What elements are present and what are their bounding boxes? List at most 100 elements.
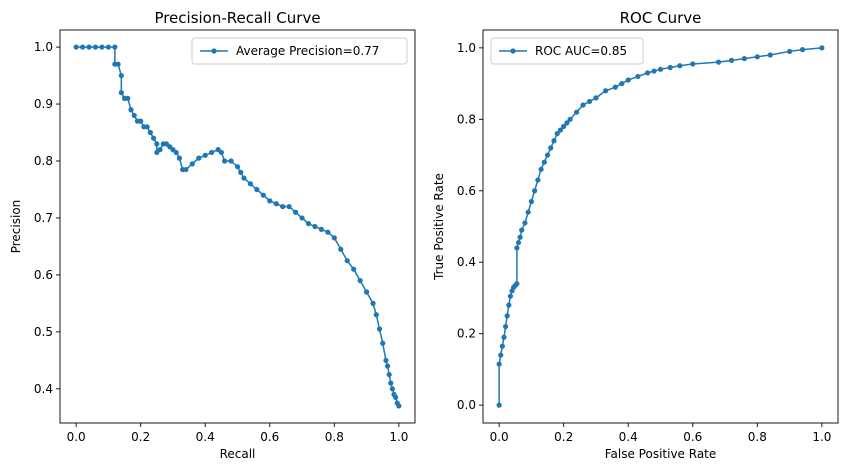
legend-label: ROC AUC=0.85 — [535, 44, 627, 58]
data-point — [548, 145, 554, 151]
data-point — [396, 403, 402, 409]
data-point — [528, 198, 535, 205]
y-tick-label: 0.9 — [34, 97, 53, 111]
data-point — [112, 44, 118, 50]
data-point — [690, 61, 696, 67]
data-point — [189, 161, 195, 167]
data-point — [196, 155, 202, 161]
legend: Average Precision=0.77 — [191, 37, 408, 65]
y-tick-label: 0.6 — [34, 268, 53, 282]
data-point — [635, 73, 641, 80]
data-point — [496, 361, 502, 367]
data-point — [99, 44, 105, 50]
data-point — [241, 175, 247, 181]
y-tick-label: 0.8 — [34, 154, 53, 168]
y-tick-label: 0.2 — [457, 327, 476, 341]
x-tick-label: 0.8 — [325, 430, 344, 444]
data-point — [515, 239, 522, 246]
legend: ROC AUC=0.85 — [490, 37, 644, 65]
data-point — [586, 98, 593, 105]
data-point — [176, 155, 183, 161]
y-tick-label: 0.5 — [34, 325, 53, 339]
data-point — [522, 220, 528, 226]
x-tick-label: 0.4 — [196, 430, 215, 444]
data-point — [115, 61, 121, 67]
data-point — [519, 227, 525, 233]
x-axis-label: Recall — [220, 447, 256, 461]
data-point — [150, 135, 157, 141]
legend-label: Average Precision=0.77 — [236, 44, 379, 58]
data-point — [228, 158, 234, 164]
data-point — [388, 380, 394, 386]
data-point — [603, 88, 609, 94]
data-point — [612, 84, 618, 90]
plot-frame — [482, 29, 839, 424]
y-tick-label: 1.0 — [34, 40, 53, 54]
data-point — [234, 164, 241, 170]
data-point — [677, 63, 683, 69]
data-point — [312, 223, 318, 230]
data-point — [299, 215, 305, 221]
data-point — [767, 52, 773, 58]
x-tick-label: 0.8 — [748, 430, 767, 444]
data-point — [564, 120, 570, 126]
data-point — [532, 188, 538, 194]
data-point — [376, 326, 383, 332]
data-point — [504, 313, 510, 319]
data-point — [819, 45, 825, 51]
data-point — [86, 44, 92, 50]
x-tick-label: 1.0 — [389, 430, 408, 444]
data-point — [221, 158, 228, 164]
data-point — [651, 68, 657, 74]
data-point — [292, 209, 299, 215]
data-point — [514, 245, 520, 251]
data-point — [580, 102, 586, 108]
data-point — [496, 402, 502, 408]
y-tick-label: 0.4 — [34, 382, 53, 396]
data-point — [247, 181, 254, 187]
data-point — [499, 343, 505, 349]
legend-box — [191, 37, 408, 65]
data-point — [799, 47, 806, 53]
data-point — [567, 116, 573, 122]
data-point — [741, 55, 748, 62]
data-point — [218, 149, 224, 156]
data-point — [715, 59, 722, 65]
data-point — [544, 152, 551, 158]
data-point — [105, 44, 112, 50]
data-point — [73, 44, 79, 50]
data-point — [286, 203, 292, 210]
data-point — [393, 394, 399, 400]
data-point — [331, 235, 337, 241]
data-point — [554, 131, 560, 137]
data-point — [498, 352, 504, 358]
legend-marker — [211, 48, 217, 54]
data-point — [501, 334, 507, 340]
data-point — [373, 312, 379, 318]
data-point — [131, 112, 137, 119]
data-point — [118, 90, 124, 96]
x-tick-label: 0.0 — [490, 430, 509, 444]
data-point — [154, 141, 160, 147]
data-point — [384, 363, 391, 369]
data-point — [351, 266, 357, 272]
data-point — [619, 80, 625, 87]
data-point — [260, 192, 266, 198]
data-point — [561, 123, 567, 130]
y-axis-label: Precision — [9, 200, 23, 254]
data-point — [535, 177, 541, 183]
data-point — [280, 203, 286, 210]
data-point — [357, 278, 363, 284]
data-point — [344, 258, 350, 264]
data-point — [625, 77, 631, 83]
data-point — [557, 127, 564, 133]
data-point — [541, 159, 547, 165]
legend-box — [490, 37, 644, 65]
data-point — [173, 149, 179, 156]
y-tick-label: 0.6 — [457, 184, 476, 198]
x-axis-label: False Positive Rate — [605, 447, 717, 461]
x-tick-label: 0.6 — [683, 430, 702, 444]
data-point — [507, 293, 514, 299]
data-point — [254, 186, 260, 193]
